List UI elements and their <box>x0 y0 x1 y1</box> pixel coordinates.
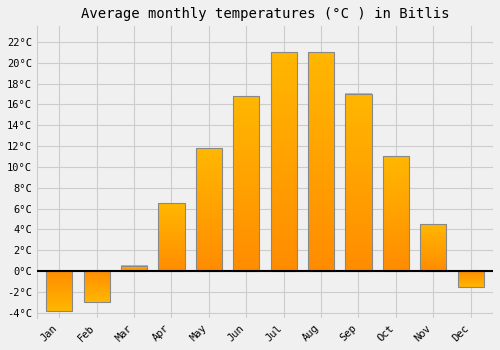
Bar <box>382 156 409 271</box>
Bar <box>46 271 72 310</box>
Bar <box>420 224 446 271</box>
Bar <box>196 148 222 271</box>
Bar <box>121 266 147 271</box>
Bar <box>158 203 184 271</box>
Bar <box>84 271 110 302</box>
Bar <box>346 94 372 271</box>
Bar <box>308 52 334 271</box>
Bar <box>233 96 260 271</box>
Bar <box>270 52 296 271</box>
Title: Average monthly temperatures (°C ) in Bitlis: Average monthly temperatures (°C ) in Bi… <box>80 7 449 21</box>
Bar <box>458 271 483 287</box>
